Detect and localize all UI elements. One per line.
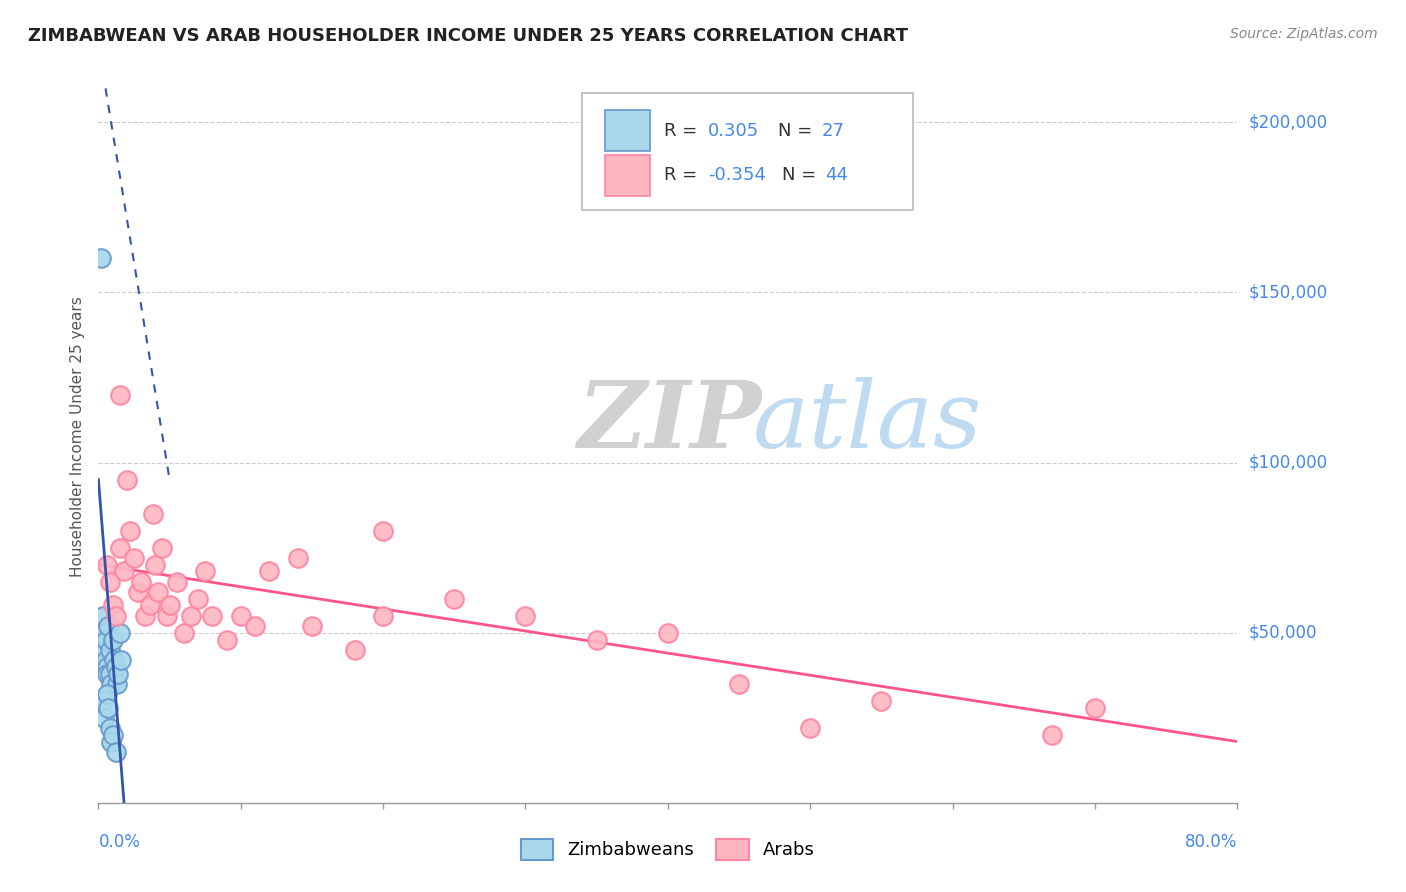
Text: N =: N = (779, 121, 818, 140)
Point (97, 619, 120, 633)
Text: 27: 27 (821, 121, 845, 140)
FancyBboxPatch shape (605, 110, 650, 151)
Text: ZIP: ZIP (576, 377, 761, 467)
Point (129, 574, 152, 589)
Text: -0.354: -0.354 (707, 166, 766, 185)
Point (96, 558, 118, 572)
Text: $50,000: $50,000 (1249, 624, 1317, 641)
Point (104, 745, 127, 759)
Text: 80.0%: 80.0% (1185, 833, 1237, 851)
Point (107, 666, 129, 681)
Point (94, 632, 117, 647)
Point (91, 608, 114, 623)
Text: atlas: atlas (754, 377, 983, 467)
Text: N =: N = (782, 166, 821, 185)
Point (515, 608, 537, 623)
Point (108, 625, 131, 640)
Point (728, 677, 751, 691)
Point (91, 694, 114, 708)
Text: ZIMBABWEAN VS ARAB HOUSEHOLDER INCOME UNDER 25 YEARS CORRELATION CHART: ZIMBABWEAN VS ARAB HOUSEHOLDER INCOME UN… (28, 27, 908, 45)
Point (373, 608, 395, 623)
Point (98, 574, 121, 589)
FancyBboxPatch shape (582, 94, 912, 211)
Point (105, 677, 128, 691)
Legend: Zimbabweans, Arabs: Zimbabweans, Arabs (513, 831, 823, 867)
Point (104, 608, 127, 623)
Point (799, 721, 821, 735)
Point (93, 642, 115, 657)
Point (243, 619, 266, 633)
Point (585, 632, 607, 647)
Point (138, 599, 160, 613)
Text: R =: R = (665, 121, 703, 140)
Point (103, 653, 125, 667)
Point (343, 642, 366, 657)
Point (259, 565, 281, 579)
Point (134, 608, 156, 623)
Text: 0.305: 0.305 (707, 121, 759, 140)
Point (148, 585, 170, 599)
Point (118, 524, 141, 538)
Y-axis label: Householder Income Under 25 years: Householder Income Under 25 years (69, 297, 84, 577)
Point (101, 728, 124, 742)
Point (215, 632, 238, 647)
Point (166, 574, 188, 589)
Point (180, 608, 202, 623)
Point (100, 677, 122, 691)
Point (96, 687, 118, 701)
Point (1040, 728, 1063, 742)
Point (141, 507, 163, 521)
Point (98, 642, 121, 657)
Text: $200,000: $200,000 (1249, 113, 1327, 131)
Point (373, 524, 395, 538)
Point (101, 632, 124, 647)
Point (98, 721, 121, 735)
Point (98, 666, 121, 681)
Point (187, 591, 209, 606)
Point (94, 653, 117, 667)
Point (201, 608, 224, 623)
Point (101, 599, 124, 613)
Point (301, 619, 323, 633)
Point (145, 558, 167, 572)
Point (90, 252, 112, 266)
Point (229, 608, 252, 623)
Point (108, 541, 131, 555)
Point (122, 550, 145, 565)
Text: 44: 44 (825, 166, 848, 185)
Point (110, 653, 132, 667)
Point (93, 625, 115, 640)
Point (152, 541, 174, 555)
Point (108, 387, 131, 401)
Point (93, 711, 115, 725)
Point (97, 700, 120, 714)
Text: R =: R = (665, 166, 703, 185)
Point (173, 625, 195, 640)
Point (112, 565, 135, 579)
Point (870, 694, 893, 708)
FancyBboxPatch shape (605, 154, 650, 195)
Point (115, 473, 138, 487)
Point (100, 734, 122, 748)
Point (194, 565, 217, 579)
Point (156, 608, 179, 623)
Text: $100,000: $100,000 (1249, 454, 1327, 472)
Point (96, 666, 118, 681)
Point (104, 659, 127, 673)
Point (657, 625, 679, 640)
Point (1084, 700, 1107, 714)
Text: Source: ZipAtlas.com: Source: ZipAtlas.com (1230, 27, 1378, 41)
Point (127, 585, 149, 599)
Point (159, 599, 181, 613)
Text: $150,000: $150,000 (1249, 284, 1327, 301)
Point (287, 550, 309, 565)
Point (96, 659, 118, 673)
Text: 0.0%: 0.0% (98, 833, 141, 851)
Point (443, 591, 465, 606)
